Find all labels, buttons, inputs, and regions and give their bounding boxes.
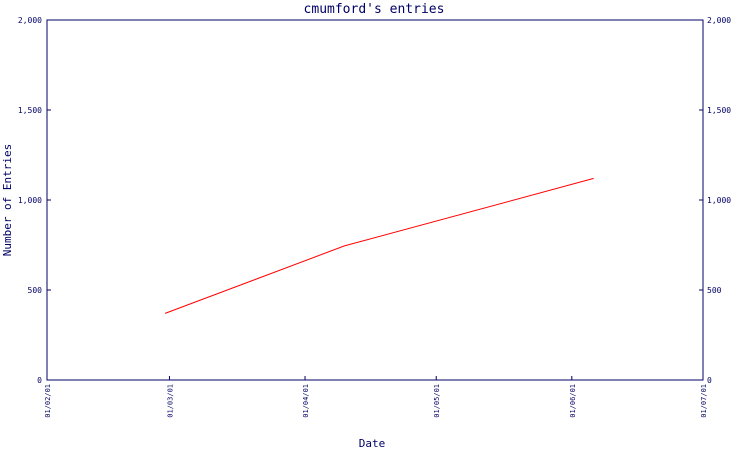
x-tick-label: 01/02/01 [44, 384, 52, 418]
y-tick-label-left: 0 [37, 376, 42, 385]
y-tick-label-right: 0 [707, 376, 712, 385]
y-axis-right: 0 500 1,000 1,500 2,000 [699, 16, 731, 385]
chart-title: cmumford's entries [304, 2, 445, 17]
x-tick-label: 01/03/01 [166, 384, 174, 418]
y-tick-label-right: 500 [707, 286, 722, 295]
y-axis-title: Number of Entries [1, 144, 14, 257]
y-tick-label-right: 1,000 [707, 196, 731, 205]
series-group [164, 177, 594, 314]
y-tick-label-left: 1,500 [18, 106, 42, 115]
x-axis-title: Date [359, 437, 386, 450]
x-tick-label: 01/04/01 [302, 384, 310, 418]
x-tick-label: 01/07/01 [700, 384, 708, 418]
x-tick-label: 01/05/01 [433, 384, 441, 418]
y-tick-label-left: 2,000 [18, 16, 42, 25]
plot-frame [46, 19, 704, 381]
y-tick-label-left: 500 [28, 286, 43, 295]
y-tick-label-right: 1,500 [707, 106, 731, 115]
series-line [164, 177, 594, 314]
y-axis-left: 0 500 1,000 1,500 2,000 [18, 16, 51, 385]
x-axis: 01/02/01 01/03/01 01/04/01 01/05/01 01/06/01… [44, 376, 708, 418]
y-tick-label-left: 1,000 [18, 196, 42, 205]
x-tick-label: 01/06/01 [569, 384, 577, 418]
y-tick-label-right: 2,000 [707, 16, 731, 25]
